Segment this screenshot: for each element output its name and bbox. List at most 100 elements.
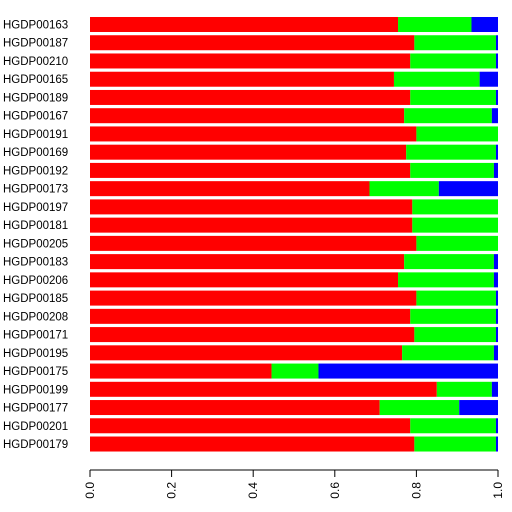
- category-label: HGDP00181: [3, 220, 68, 232]
- bar-segment-HGDP00177-1: [379, 400, 460, 416]
- bar-segment-HGDP00183-2: [493, 254, 498, 270]
- bar-segment-HGDP00179-0: [90, 436, 415, 452]
- bar-segment-HGDP00201-0: [90, 418, 411, 434]
- category-label: HGDP00165: [3, 74, 68, 86]
- bar-segment-HGDP00185-0: [90, 290, 417, 306]
- bar-segment-HGDP00201-1: [410, 418, 496, 434]
- category-label: HGDP00163: [3, 20, 68, 32]
- category-label: HGDP00183: [3, 257, 68, 269]
- bar-segment-HGDP00173-0: [90, 181, 370, 197]
- bar-segment-HGDP00171-2: [495, 327, 498, 343]
- bar-segment-HGDP00183-1: [404, 254, 494, 270]
- bar-segment-HGDP00195-1: [402, 345, 494, 361]
- bar-segment-HGDP00199-2: [491, 381, 498, 397]
- bar-segment-HGDP00165-1: [393, 71, 480, 87]
- category-label: HGDP00205: [3, 238, 68, 250]
- bar-segment-HGDP00167-1: [404, 108, 492, 124]
- x-axis: 0.0 0.2 0.4 0.6 0.8 1.0: [83, 469, 505, 499]
- category-label: HGDP00206: [3, 275, 68, 287]
- x-tick-label: 0.4: [246, 482, 260, 499]
- bar-segment-HGDP00191-0: [90, 126, 417, 142]
- category-label: HGDP00191: [3, 129, 68, 141]
- category-label: HGDP00175: [3, 366, 68, 378]
- bar-segment-HGDP00197-0: [90, 199, 413, 215]
- bar-segment-HGDP00181-0: [90, 217, 413, 233]
- category-label: HGDP00173: [3, 184, 68, 196]
- bar-segment-HGDP00206-0: [90, 272, 399, 288]
- bar-segment-HGDP00169-0: [90, 144, 407, 160]
- bar-segment-HGDP00163-1: [398, 17, 472, 32]
- category-label: HGDP00197: [3, 202, 68, 214]
- bar-segment-HGDP00181-1: [412, 217, 498, 233]
- bar-segment-HGDP00183-0: [90, 254, 405, 270]
- category-label: HGDP00189: [3, 92, 68, 104]
- bar-segment-HGDP00195-0: [90, 345, 403, 361]
- bar-segment-HGDP00189-0: [90, 89, 411, 105]
- bar-segment-HGDP00167-2: [491, 108, 498, 124]
- bar-segment-HGDP00192-2: [493, 162, 498, 178]
- bar-segment-HGDP00163-2: [471, 17, 498, 32]
- bar-segment-HGDP00192-1: [410, 162, 494, 178]
- bar-segment-HGDP00199-0: [90, 381, 437, 397]
- bar-segment-HGDP00165-2: [479, 71, 498, 87]
- category-label: HGDP00201: [3, 421, 68, 433]
- bar-segment-HGDP00173-2: [438, 181, 498, 197]
- bar-segment-HGDP00208-0: [90, 308, 411, 324]
- bar-segment-HGDP00173-1: [369, 181, 439, 197]
- bar-segment-HGDP00177-2: [459, 400, 498, 416]
- category-label: HGDP00185: [3, 293, 68, 305]
- bar-segment-HGDP00201-2: [495, 418, 498, 434]
- bar-segment-HGDP00206-2: [493, 272, 498, 288]
- bar-segment-HGDP00191-1: [416, 126, 498, 142]
- category-label: HGDP00177: [3, 403, 68, 415]
- bar-segment-HGDP00185-1: [416, 290, 496, 306]
- bar-segment-HGDP00179-1: [414, 436, 496, 452]
- bar-segment-HGDP00187-0: [90, 35, 415, 51]
- category-label: HGDP00167: [3, 111, 68, 123]
- bar-segment-HGDP00187-1: [414, 35, 496, 51]
- bar-segment-HGDP00167-0: [90, 108, 405, 124]
- category-labels: HGDP00163 HGDP00187 HGDP00210 HGDP00165 HGDP…: [3, 20, 68, 452]
- category-label: HGDP00208: [3, 311, 68, 323]
- x-tick-label: 1.0: [491, 482, 505, 499]
- bar-segment-HGDP00169-1: [406, 144, 496, 160]
- bar-segment-HGDP00208-1: [410, 308, 496, 324]
- x-tick-label: 0.6: [328, 482, 342, 499]
- x-tick-label: 0.8: [409, 482, 423, 499]
- category-label: HGDP00210: [3, 56, 68, 68]
- bar-segment-HGDP00205-1: [416, 235, 498, 251]
- x-tick-label: 0.0: [83, 482, 97, 499]
- category-label: HGDP00195: [3, 348, 68, 360]
- bar-segment-HGDP00165-0: [90, 71, 394, 87]
- bar-segment-HGDP00175-0: [90, 363, 272, 379]
- bars-group: [90, 17, 498, 452]
- bar-segment-HGDP00175-2: [318, 363, 498, 379]
- bar-segment-HGDP00171-1: [414, 327, 496, 343]
- bar-segment-HGDP00197-1: [412, 199, 498, 215]
- category-label: HGDP00199: [3, 384, 68, 396]
- bar-segment-HGDP00179-2: [495, 436, 498, 452]
- bar-segment-HGDP00208-2: [495, 308, 498, 324]
- category-label: HGDP00171: [3, 330, 68, 342]
- category-label: HGDP00179: [3, 439, 68, 451]
- bar-segment-HGDP00189-1: [410, 89, 496, 105]
- bar-segment-HGDP00205-0: [90, 235, 417, 251]
- bar-segment-HGDP00177-0: [90, 400, 380, 416]
- bar-segment-HGDP00185-2: [495, 290, 498, 306]
- bar-segment-HGDP00199-1: [436, 381, 492, 397]
- category-label: HGDP00187: [3, 38, 68, 50]
- category-label: HGDP00169: [3, 147, 68, 159]
- bar-segment-HGDP00175-1: [271, 363, 319, 379]
- bar-segment-HGDP00189-2: [495, 89, 498, 105]
- bar-segment-HGDP00206-1: [398, 272, 494, 288]
- bar-segment-HGDP00169-2: [495, 144, 498, 160]
- bar-segment-HGDP00171-0: [90, 327, 415, 343]
- bar-segment-HGDP00195-2: [493, 345, 498, 361]
- bar-segment-HGDP00210-0: [90, 53, 411, 69]
- bar-segment-HGDP00163-0: [90, 17, 399, 32]
- bar-segment-HGDP00192-0: [90, 162, 411, 178]
- bar-segment-HGDP00187-2: [495, 35, 498, 51]
- x-tick-label: 0.2: [165, 482, 179, 499]
- category-label: HGDP00192: [3, 165, 68, 177]
